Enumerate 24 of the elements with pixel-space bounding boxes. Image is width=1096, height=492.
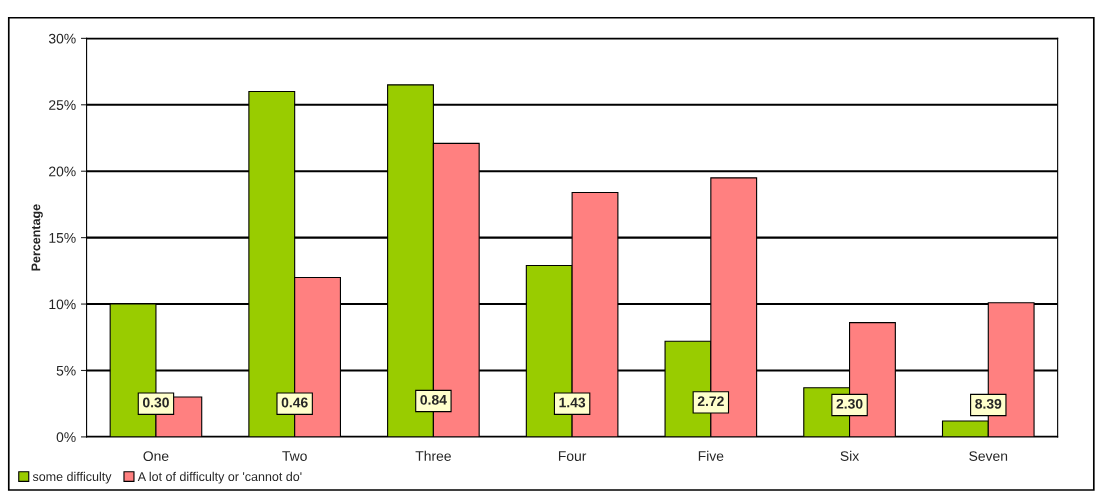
annotation: 0.30 — [142, 397, 169, 408]
annotation: 2.30 — [836, 398, 863, 409]
x-tick-label: Seven — [969, 451, 1008, 461]
x-tick-label: Two — [282, 451, 307, 461]
annotation: 0.84 — [420, 394, 447, 405]
x-tick-label: One — [143, 451, 169, 461]
annotation: 8.39 — [975, 398, 1002, 409]
y-tick-label: 25% — [49, 100, 76, 110]
annotation: 1.43 — [559, 397, 586, 408]
y-tick-label: 5% — [56, 365, 76, 376]
annotation: 2.72 — [697, 396, 724, 406]
legend-label: some difficulty — [32, 471, 112, 484]
x-tick-label: Five — [698, 450, 724, 461]
x-tick-label: Six — [840, 450, 860, 461]
y-tick-label: 20% — [49, 166, 76, 177]
x-tick-label: Four — [558, 451, 587, 461]
y-tick-label: 0% — [56, 432, 76, 443]
y-axis-title: Percentage — [31, 204, 43, 271]
annotation: 0.46 — [281, 397, 308, 408]
y-tick-label: 30% — [48, 33, 76, 44]
x-tick-label: Three — [415, 450, 451, 461]
legend-label: A lot of difficulty or 'cannot do' — [137, 471, 302, 484]
y-tick-label: 10% — [49, 299, 76, 310]
y-tick-label: 15% — [49, 233, 76, 243]
